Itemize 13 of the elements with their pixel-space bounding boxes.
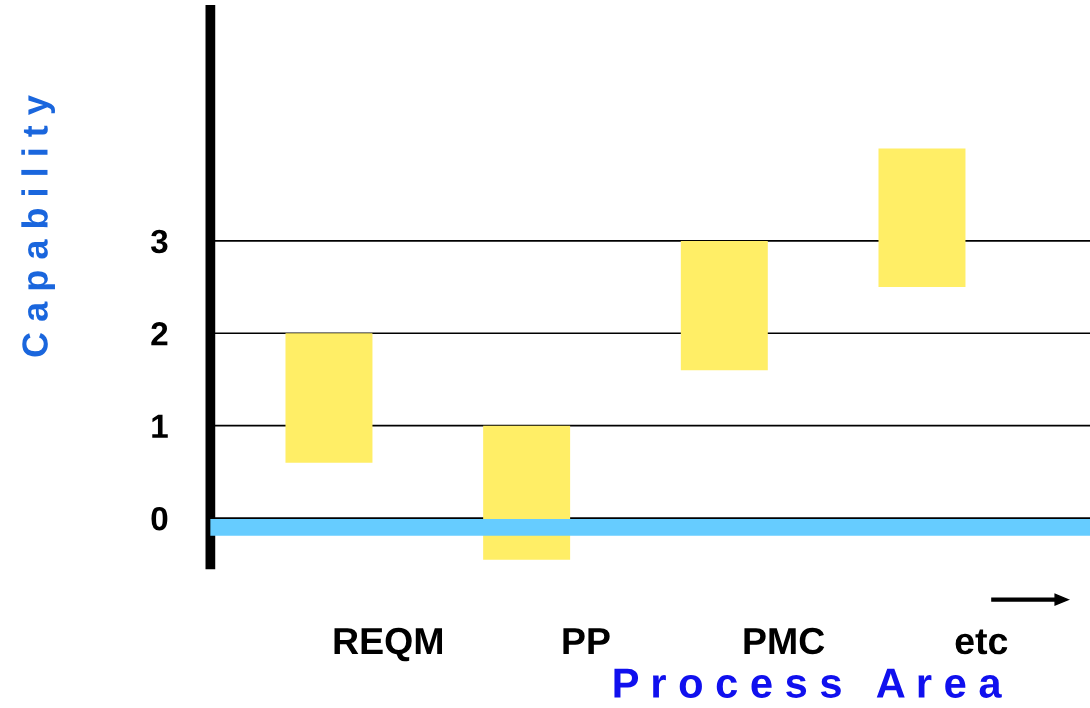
x-axis-title: P r o c e s s A r e a [614, 668, 1002, 698]
x-tick-label: PP [563, 628, 610, 654]
x-tick-label: PMC [744, 627, 825, 655]
y-tick-label: 0 [151, 506, 168, 531]
y-tick-label: 1 [152, 414, 168, 438]
x-tick-label: REQM [334, 627, 443, 662]
y-axis-title: C a p a b i l i t y [21, 95, 55, 357]
y-tick-label: 2 [151, 322, 168, 346]
x-tick-label: etc [955, 629, 1008, 655]
bar [878, 148, 966, 288]
y-tick-label: 3 [150, 229, 168, 254]
bar [680, 240, 768, 371]
bar [285, 333, 373, 463]
